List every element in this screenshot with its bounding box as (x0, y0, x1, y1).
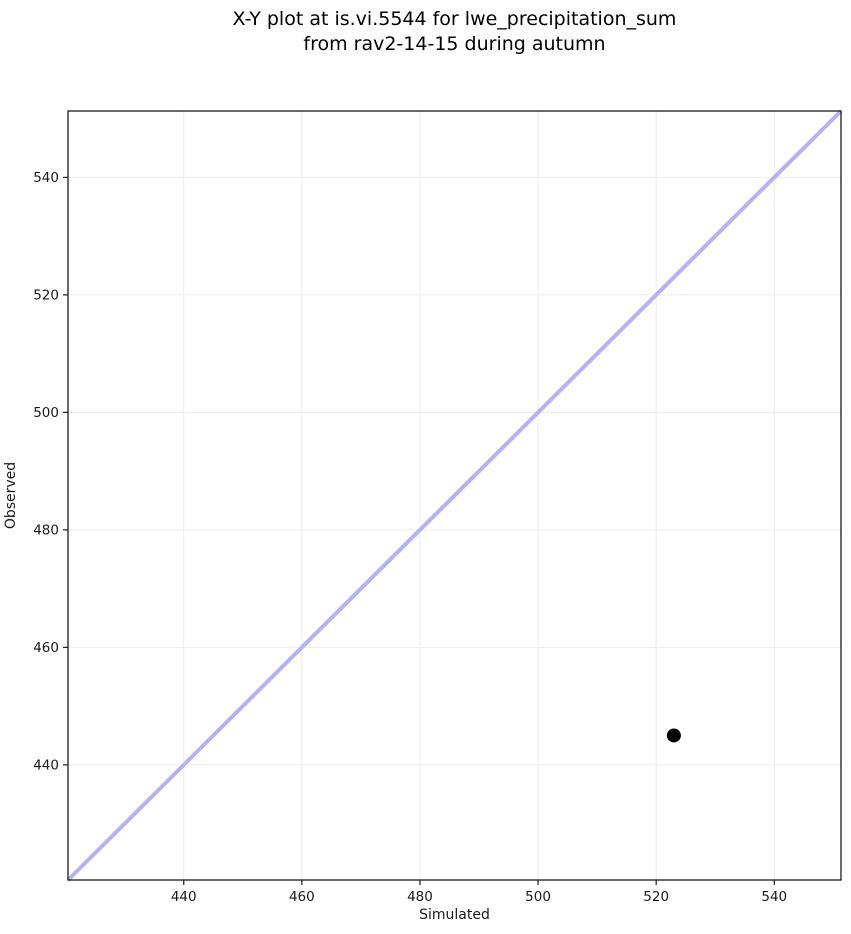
x-tick-label: 520 (643, 889, 669, 905)
identity-line (66, 109, 843, 882)
data-point (666, 728, 681, 743)
axes-spines (67, 110, 842, 881)
x-tick-label: 460 (289, 889, 315, 905)
x-tick-label: 540 (761, 889, 787, 905)
y-tick-label: 440 (33, 757, 59, 773)
x-tick-label: 440 (171, 889, 197, 905)
y-tick-label: 500 (33, 405, 59, 421)
grid-layer (68, 111, 841, 880)
x-tick-label: 480 (407, 889, 433, 905)
x-tick-label: 500 (525, 889, 551, 905)
tick-layer: 440 460 480 500 520 540 440 460 480 500 520 540 (33, 170, 787, 905)
y-tick-label: 520 (33, 287, 59, 303)
y-tick-label: 460 (33, 640, 59, 656)
y-tick-label: 540 (33, 170, 59, 186)
y-axis-label: Observed (3, 462, 19, 529)
chart-title: X-Y plot at is.vi.5544 for lwe_precipita… (232, 8, 677, 55)
x-axis-label: Simulated (419, 907, 490, 923)
y-tick-label: 480 (33, 522, 59, 538)
axes-border (67, 110, 842, 881)
series-layer (66, 109, 843, 882)
